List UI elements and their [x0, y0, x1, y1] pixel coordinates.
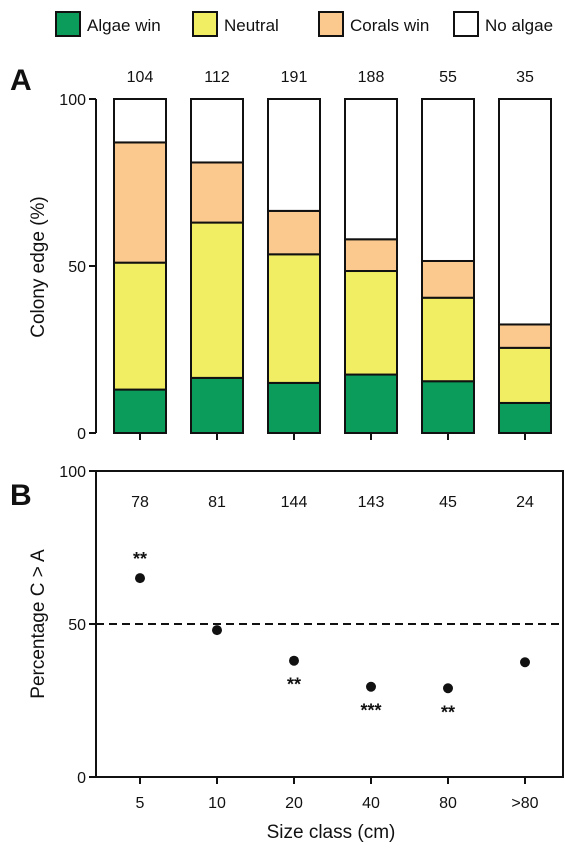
- panel-a-y-tick-label: 0: [77, 426, 86, 443]
- bar-segment-corals-win-80: [421, 259, 475, 299]
- panel-a-count-label: 35: [516, 69, 534, 86]
- bar-segment-corals-win-40: [344, 238, 398, 273]
- panel-b-y-axis-label: Percentage C > A: [28, 549, 49, 699]
- bar-segment-neutral-40: [344, 270, 398, 376]
- panel-a-bar-chart: 0 50 100 104 112 191 188 55 35: [59, 69, 552, 443]
- bar-segment-no-algae-gt80: [498, 98, 552, 326]
- x-axis-label: Size class (cm): [267, 822, 396, 843]
- bar-segment-corals-win-5: [113, 141, 167, 264]
- bar-segment-algae-win-10: [190, 376, 244, 435]
- significance-marker: **: [441, 702, 455, 722]
- panel-a-count-label: 55: [439, 69, 457, 86]
- panel-letter-a: A: [10, 64, 32, 97]
- legend: Algae win Neutral Corals win No algae: [55, 11, 553, 37]
- legend-label-no-algae: No algae: [485, 16, 553, 35]
- panel-b-scatter-chart: 0 50 100 78 ** 5 81 10 144 ** 20 143 *** 40 45 ** 80 24 >8…: [59, 464, 564, 812]
- panel-b-count-label: 78: [131, 494, 149, 511]
- panel-a-count-label: 188: [358, 69, 385, 86]
- bar-segment-algae-win-80: [421, 380, 475, 435]
- bar-segment-no-algae-80: [421, 98, 475, 262]
- legend-swatch-algae-win: [55, 11, 81, 37]
- legend-label-neutral: Neutral: [224, 16, 279, 35]
- panel-letter-b: B: [10, 479, 32, 512]
- panel-b-count-label: 45: [439, 494, 457, 511]
- data-point-20: [289, 655, 299, 666]
- bar-segment-no-algae-20: [267, 98, 321, 212]
- data-point-40: [366, 681, 376, 692]
- x-tick-label: 40: [362, 795, 380, 812]
- bar-segment-neutral-80: [421, 296, 475, 383]
- panel-b-y-tick-label: 100: [59, 464, 86, 481]
- bar-segment-algae-win-40: [344, 373, 398, 434]
- legend-label-algae-win: Algae win: [87, 16, 161, 35]
- x-tick-label: 80: [439, 795, 457, 812]
- bar-segment-neutral-10: [190, 221, 244, 379]
- x-tick-label: 10: [208, 795, 226, 812]
- bar-segment-corals-win-10: [190, 161, 244, 224]
- bar-segment-neutral-gt80: [498, 346, 552, 404]
- bar-segment-corals-win-gt80: [498, 323, 552, 349]
- panel-a-count-label: 104: [127, 69, 154, 86]
- bar-segment-algae-win-gt80: [498, 401, 552, 435]
- panel-b-count-label: 24: [516, 494, 534, 511]
- panel-b-count-label: 144: [281, 494, 308, 511]
- data-point-5: [135, 573, 145, 584]
- data-point-80: [443, 683, 453, 694]
- x-tick-label: 5: [136, 795, 145, 812]
- x-tick-label: >80: [511, 795, 538, 812]
- panel-a-y-tick-label: 100: [59, 92, 86, 109]
- legend-swatch-corals-win: [318, 11, 344, 37]
- significance-marker: **: [133, 549, 147, 569]
- bar-segment-no-algae-5: [113, 98, 167, 144]
- data-point-gt80: [520, 657, 530, 668]
- bar-segment-algae-win-20: [267, 381, 321, 434]
- panel-a-y-axis-label: Colony edge (%): [28, 196, 49, 338]
- bar-segment-corals-win-20: [267, 209, 321, 256]
- panel-b-y-tick-label: 0: [77, 770, 86, 787]
- legend-label-corals-win: Corals win: [350, 16, 429, 35]
- legend-swatch-neutral: [192, 11, 218, 37]
- panel-a-count-label: 112: [204, 69, 230, 86]
- significance-marker: **: [287, 675, 301, 695]
- panel-a-y-tick-label: 50: [68, 259, 86, 276]
- bar-segment-algae-win-5: [113, 388, 167, 434]
- bar-segment-neutral-5: [113, 261, 167, 391]
- panel-b-y-tick-label: 50: [68, 617, 86, 634]
- panel-a-count-label: 191: [281, 69, 308, 86]
- significance-marker: ***: [360, 701, 381, 721]
- bar-segment-no-algae-10: [190, 98, 244, 164]
- panel-b-count-label: 81: [208, 494, 226, 511]
- panel-b-count-label: 143: [358, 494, 385, 511]
- x-tick-label: 20: [285, 795, 303, 812]
- data-point-10: [212, 625, 222, 636]
- legend-swatch-no-algae: [453, 11, 479, 37]
- bar-segment-no-algae-40: [344, 98, 398, 241]
- bar-segment-neutral-20: [267, 253, 321, 384]
